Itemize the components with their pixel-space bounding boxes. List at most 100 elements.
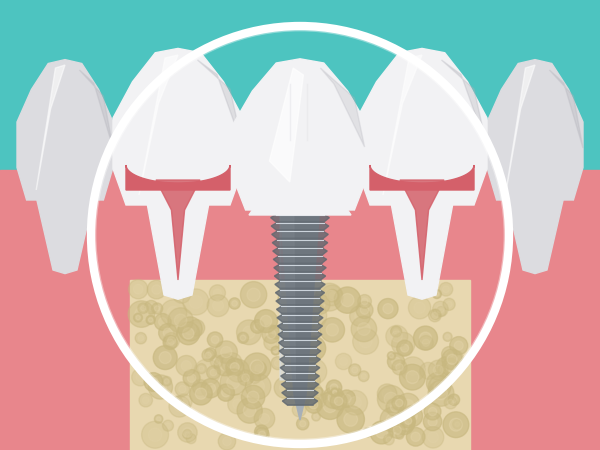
Polygon shape [506, 65, 535, 190]
Circle shape [360, 306, 369, 314]
Circle shape [400, 364, 425, 390]
Circle shape [230, 363, 239, 372]
Circle shape [182, 430, 192, 439]
Circle shape [455, 422, 460, 427]
Circle shape [264, 335, 280, 351]
Circle shape [442, 359, 460, 376]
Circle shape [142, 421, 169, 448]
Circle shape [310, 294, 330, 314]
Circle shape [131, 369, 149, 386]
Circle shape [323, 399, 337, 413]
Circle shape [334, 397, 343, 405]
Circle shape [350, 306, 370, 327]
Circle shape [154, 415, 163, 423]
Circle shape [377, 386, 404, 413]
Polygon shape [245, 160, 355, 185]
Circle shape [335, 353, 352, 369]
Circle shape [424, 403, 441, 420]
Polygon shape [271, 223, 329, 230]
Circle shape [343, 394, 351, 403]
Circle shape [209, 285, 226, 301]
Circle shape [405, 413, 413, 421]
Circle shape [309, 393, 320, 404]
Circle shape [188, 320, 205, 336]
Circle shape [266, 329, 276, 339]
Polygon shape [268, 173, 332, 180]
Circle shape [165, 423, 171, 428]
Circle shape [152, 285, 161, 294]
Circle shape [363, 428, 372, 437]
Circle shape [401, 414, 415, 428]
Circle shape [186, 434, 196, 444]
Circle shape [414, 302, 425, 313]
Circle shape [278, 323, 295, 339]
Circle shape [228, 394, 248, 414]
Circle shape [401, 418, 407, 424]
Circle shape [260, 315, 272, 327]
Circle shape [392, 357, 400, 366]
Circle shape [145, 301, 158, 314]
Circle shape [307, 365, 320, 378]
Circle shape [301, 359, 327, 384]
Circle shape [190, 382, 212, 405]
Circle shape [247, 288, 260, 302]
Circle shape [208, 351, 214, 356]
Circle shape [433, 301, 448, 317]
Circle shape [386, 325, 408, 347]
Polygon shape [245, 145, 355, 175]
Circle shape [201, 378, 220, 398]
Circle shape [365, 430, 370, 435]
Circle shape [211, 336, 219, 343]
Circle shape [384, 392, 398, 406]
Circle shape [308, 310, 320, 322]
Circle shape [361, 374, 367, 379]
Circle shape [386, 399, 404, 416]
Circle shape [259, 431, 266, 438]
Circle shape [223, 437, 232, 446]
Circle shape [274, 348, 278, 353]
Circle shape [252, 380, 265, 393]
Bar [0, 170, 600, 450]
Circle shape [450, 337, 468, 355]
Circle shape [422, 427, 444, 448]
Circle shape [160, 300, 187, 326]
Circle shape [316, 392, 344, 419]
Circle shape [236, 320, 262, 345]
Polygon shape [277, 306, 323, 313]
Circle shape [247, 391, 259, 403]
Circle shape [280, 382, 290, 393]
Circle shape [326, 289, 339, 302]
Circle shape [394, 329, 399, 334]
Circle shape [397, 338, 409, 350]
Circle shape [252, 375, 258, 381]
Circle shape [280, 319, 294, 333]
Circle shape [281, 296, 287, 302]
Circle shape [241, 282, 267, 308]
Circle shape [398, 433, 402, 437]
Circle shape [294, 366, 298, 371]
Circle shape [162, 376, 172, 386]
Circle shape [140, 306, 146, 311]
Circle shape [238, 332, 248, 343]
Polygon shape [113, 49, 243, 205]
Circle shape [349, 396, 361, 409]
Circle shape [174, 401, 185, 412]
Circle shape [443, 412, 469, 437]
Circle shape [428, 360, 448, 380]
Circle shape [295, 309, 311, 324]
Circle shape [454, 341, 463, 350]
Circle shape [283, 327, 291, 335]
Polygon shape [280, 175, 295, 380]
Circle shape [164, 333, 179, 348]
Circle shape [214, 289, 221, 297]
Circle shape [393, 426, 401, 434]
Polygon shape [277, 315, 323, 322]
Circle shape [187, 374, 196, 382]
Circle shape [240, 335, 246, 341]
Polygon shape [279, 348, 321, 355]
Circle shape [300, 382, 323, 405]
Circle shape [445, 334, 450, 339]
Circle shape [157, 417, 161, 421]
Circle shape [138, 335, 143, 341]
Circle shape [383, 434, 394, 445]
